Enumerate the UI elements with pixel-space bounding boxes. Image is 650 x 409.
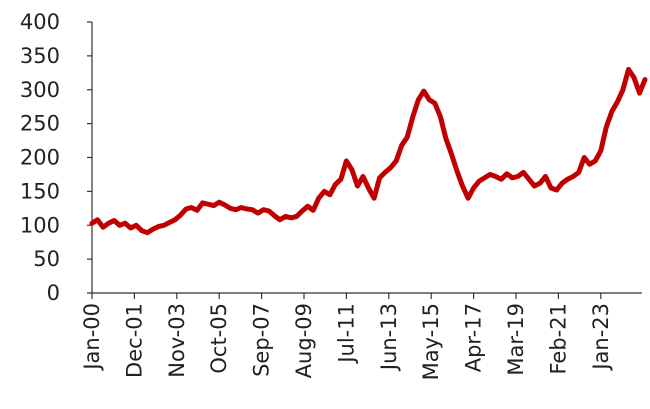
- x-tick-label: Nov-03: [165, 303, 189, 378]
- x-axis: Jan-00 Dec-01 Nov-03 Oct-05 Sep-07 Aug-09 Jul-…: [80, 292, 642, 380]
- y-tick-label: 250: [20, 112, 60, 136]
- plot-series: [89, 66, 648, 236]
- x-tick-label: Jan-23: [589, 303, 613, 372]
- y-tick-label: 350: [20, 44, 60, 68]
- x-tick-label: Jan-00: [80, 303, 104, 372]
- x-tick-label: Jul-11: [334, 303, 358, 365]
- x-tick-label: Aug-09: [292, 303, 316, 378]
- y-tick-label: 50: [33, 247, 60, 271]
- y-tick-label: 300: [20, 78, 60, 102]
- y-axis: 0 50 100 150 200 250 300 350 400: [20, 10, 93, 305]
- x-tick-label: Dec-01: [122, 303, 146, 378]
- x-tick-label: Jun-13: [377, 303, 401, 372]
- series-line: [89, 66, 648, 236]
- x-tick-label: Feb-21: [546, 303, 570, 374]
- y-tick-label: 400: [20, 10, 60, 34]
- x-tick-label: Mar-19: [504, 303, 528, 376]
- y-tick-label: 100: [20, 213, 60, 237]
- x-tick-label: May-15: [419, 303, 443, 380]
- x-tick-label: Apr-17: [462, 303, 486, 372]
- y-tick-label: 0: [47, 281, 60, 305]
- x-tick-label: Sep-07: [250, 303, 274, 377]
- y-tick-label: 150: [20, 179, 60, 203]
- x-tick-label: Oct-05: [207, 303, 231, 374]
- y-tick-label: 200: [20, 146, 60, 170]
